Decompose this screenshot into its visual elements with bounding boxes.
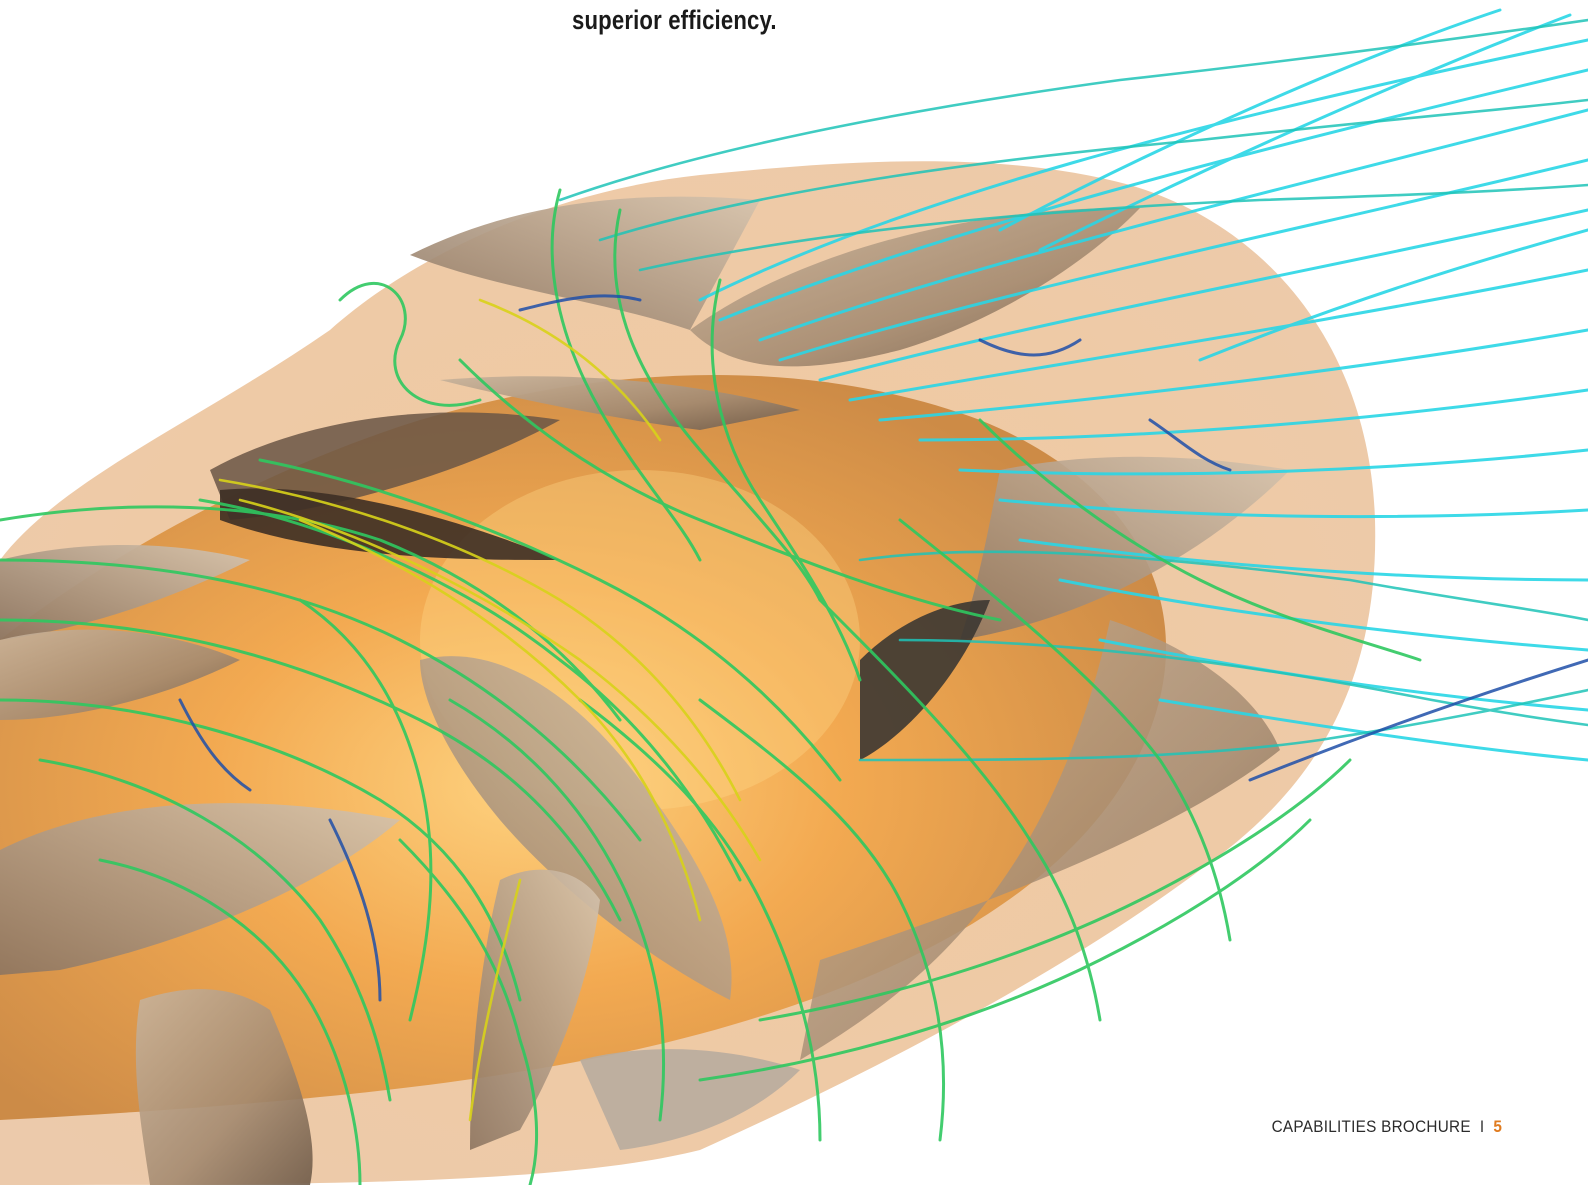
footer-separator: I	[1479, 1117, 1485, 1136]
headline: superior efficiency.	[572, 5, 777, 35]
brochure-label: CAPABILITIES BROCHURE	[1271, 1117, 1471, 1136]
page-footer: CAPABILITIES BROCHURE I 5	[1271, 1116, 1502, 1138]
page-number: 5	[1493, 1117, 1502, 1136]
flow-streamlines	[0, 8, 1588, 1185]
